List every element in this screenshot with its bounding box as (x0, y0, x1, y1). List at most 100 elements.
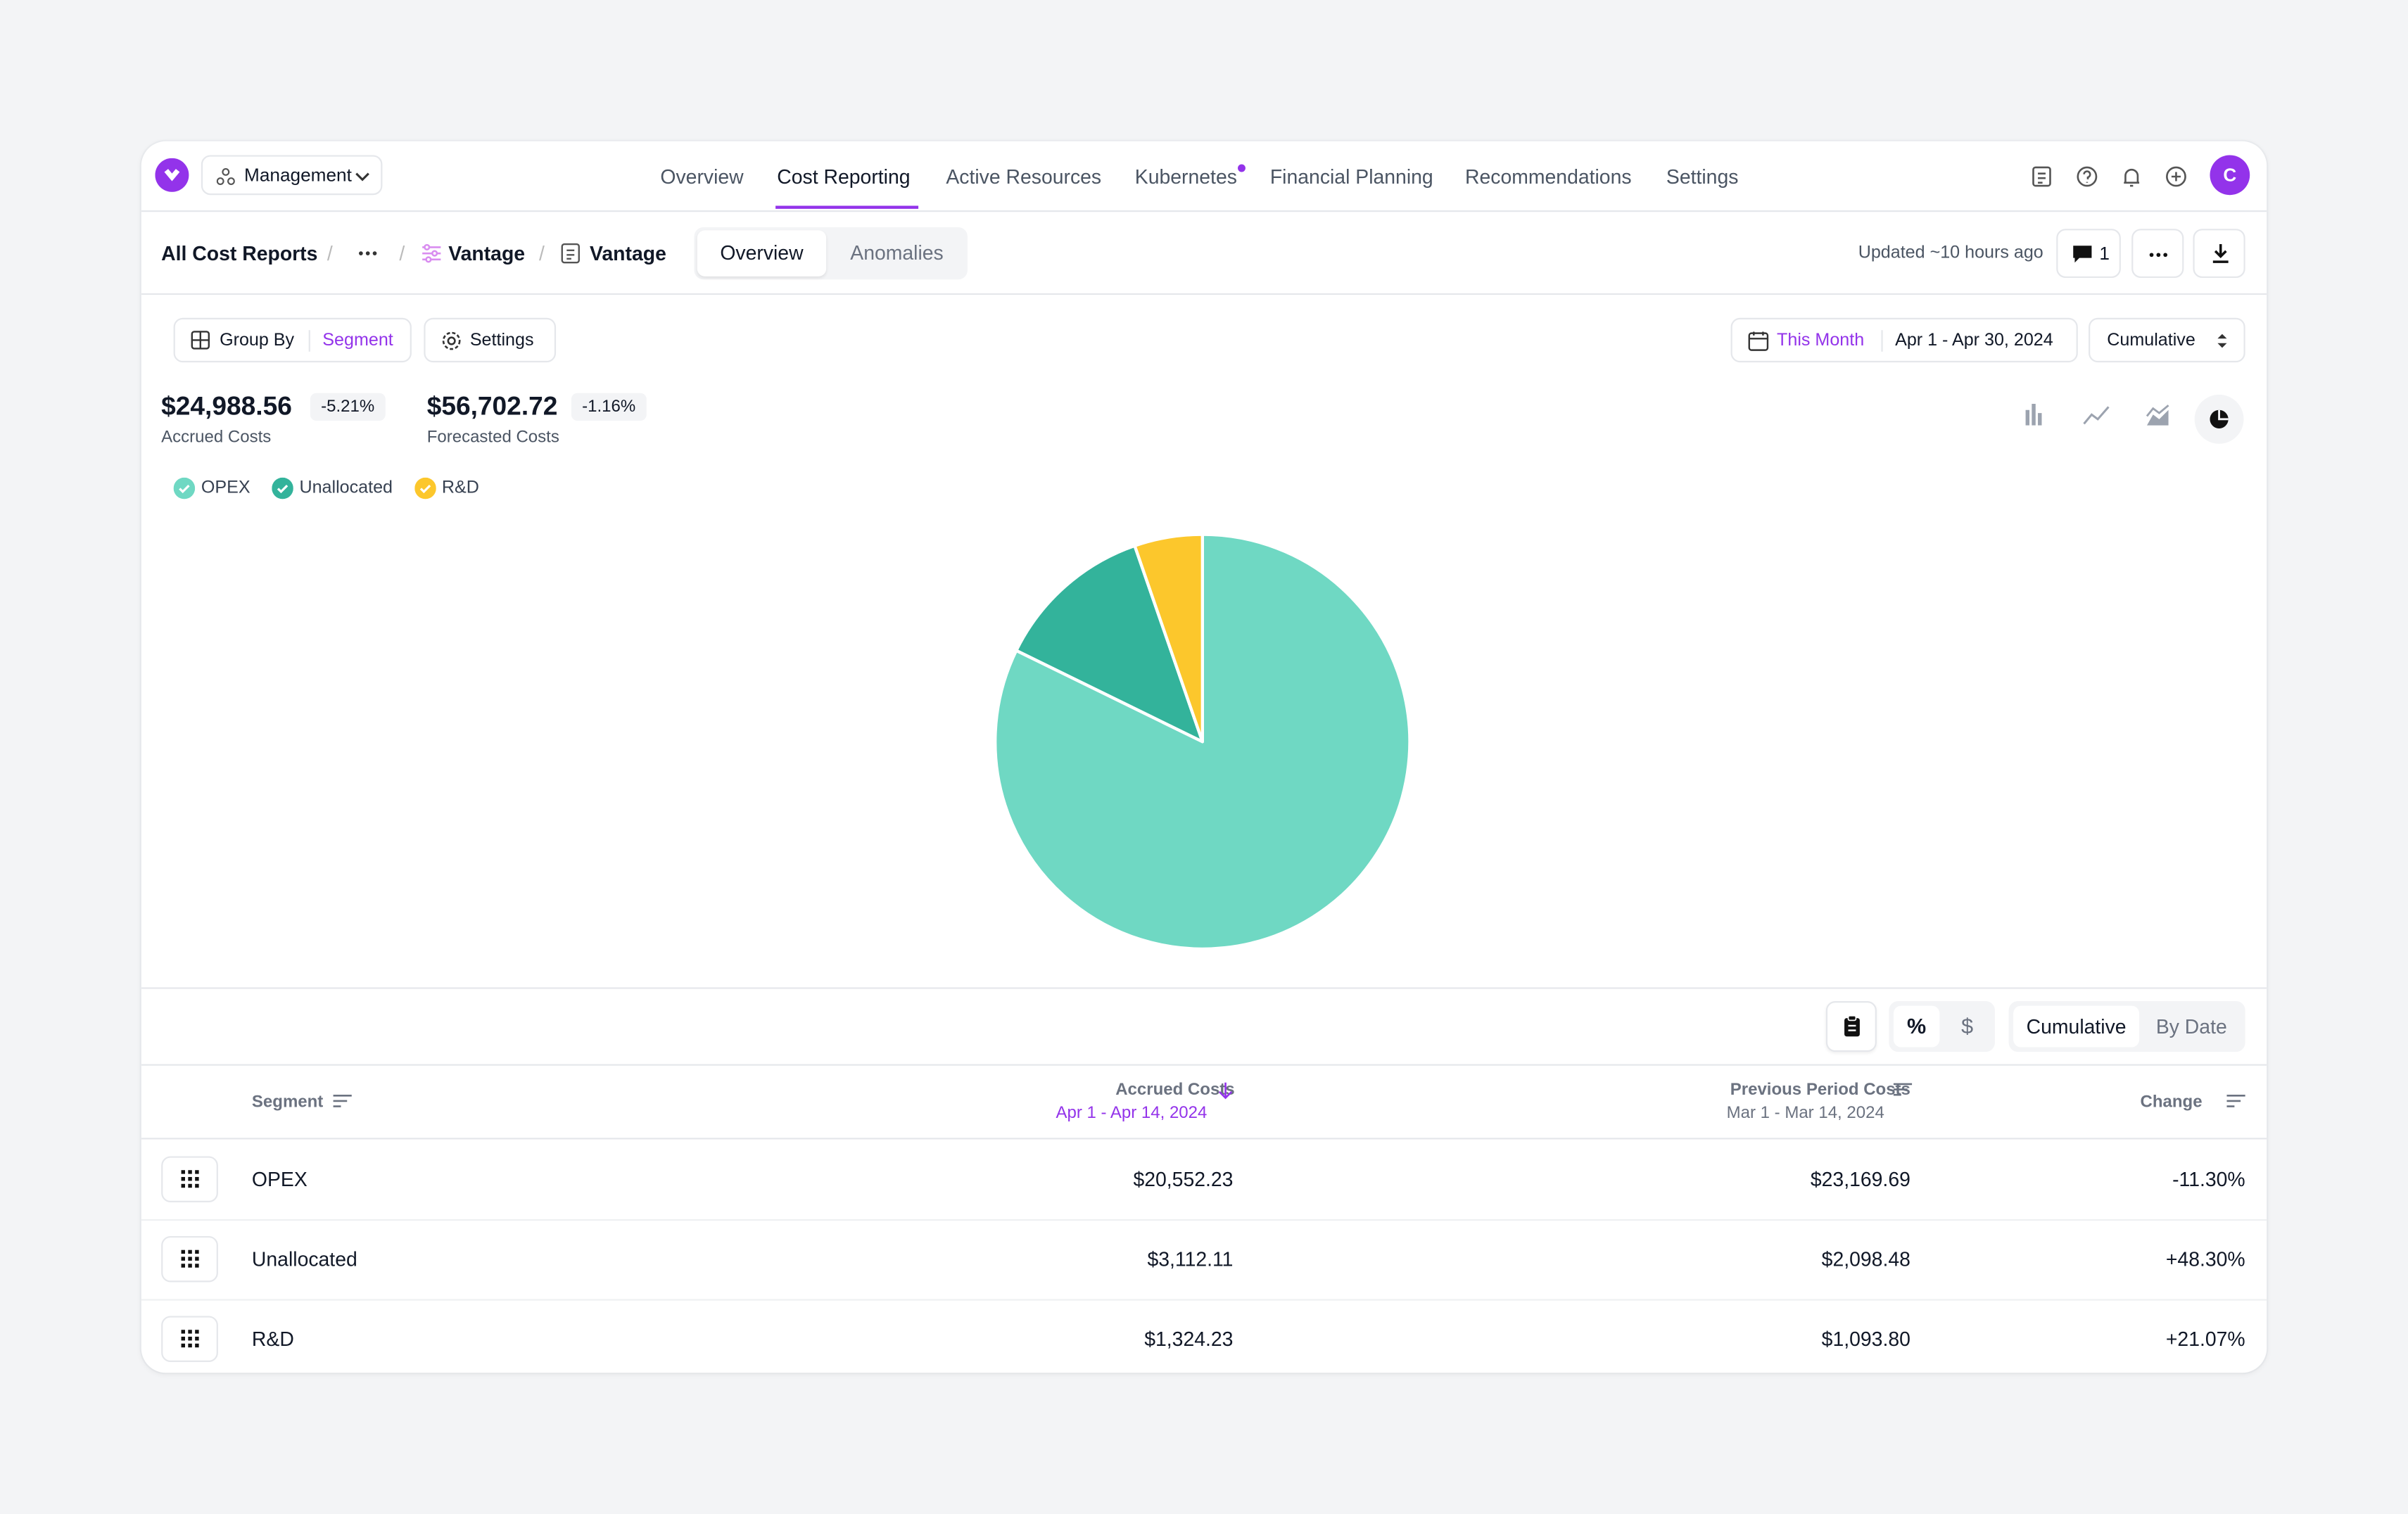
row-handle[interactable] (161, 1156, 218, 1202)
divider (141, 1138, 2267, 1139)
segment-cell: OPEX (252, 1168, 308, 1191)
grip-dot (182, 1264, 185, 1267)
accrued-cell: $1,324.23 (1144, 1328, 1233, 1351)
change-cell: +48.30% (2166, 1247, 2245, 1271)
nav-link[interactable]: Financial Planning (1270, 165, 1433, 189)
range-label: Apr 1 - Apr 30, 2024 (1895, 331, 2053, 350)
legend-label: Unallocated (299, 479, 393, 497)
nav-link-active[interactable]: Cost Reporting (777, 165, 910, 189)
percent-option[interactable]: % (1894, 1006, 1939, 1048)
pie-chart (141, 510, 2267, 971)
segment-cell: Unallocated (252, 1247, 357, 1271)
separator: / (539, 242, 545, 265)
row-handle[interactable] (161, 1236, 218, 1282)
accrued-cell: $3,112.11 (1147, 1247, 1233, 1271)
tab-active[interactable]: Overview (697, 230, 826, 276)
comment-icon (2072, 244, 2093, 264)
date-range-button[interactable]: This Month Apr 1 - Apr 30, 2024 (1731, 318, 2078, 362)
download-icon (2212, 243, 2230, 265)
grip-dot (182, 1170, 185, 1173)
grip-dot (188, 1170, 191, 1173)
divider (141, 293, 2267, 295)
grip-dot (195, 1344, 198, 1347)
summary-value: $24,988.56 (161, 392, 292, 423)
more-button[interactable] (2131, 229, 2184, 278)
mode-label: Cumulative (2107, 331, 2195, 350)
grip-dot (195, 1264, 198, 1267)
group-by-button[interactable]: Group By Segment (174, 318, 412, 362)
summary-change: -5.21% (310, 393, 386, 421)
cumulative-option[interactable]: Cumulative (2013, 1006, 2139, 1048)
segment-cell: R&D (252, 1328, 294, 1351)
grip-dot (195, 1170, 198, 1173)
grip-dot (188, 1184, 191, 1188)
summary-change: -1.16% (571, 393, 647, 421)
report-icon (561, 243, 581, 265)
copy-button[interactable] (1826, 1001, 1877, 1052)
legend-swatch (272, 478, 293, 500)
unit-toggle: % $ (1889, 1001, 1995, 1052)
grip-dot (195, 1184, 198, 1188)
grip-dot (182, 1177, 185, 1181)
divider (1881, 330, 1882, 352)
grip-dot (182, 1344, 185, 1347)
accrued-cell: $20,552.23 (1133, 1168, 1233, 1191)
nav-link[interactable]: Settings (1666, 165, 1739, 189)
updated-text: Updated ~10 hours ago (1858, 244, 2043, 262)
previous-cell: $2,098.48 (1822, 1247, 1910, 1271)
grip-dot (195, 1330, 198, 1333)
by-date-option[interactable]: By Date (2144, 1006, 2239, 1048)
separator: / (399, 242, 405, 265)
row-handle[interactable] (161, 1316, 218, 1361)
divider (309, 330, 310, 352)
gear-icon (441, 330, 462, 352)
new-dot (1238, 165, 1246, 172)
group-by-label: Group By (220, 331, 294, 350)
dollar-option[interactable]: $ (1944, 1006, 1990, 1048)
filter-icon (421, 243, 443, 265)
logo[interactable] (155, 158, 189, 192)
workspace-icon (217, 167, 235, 186)
workspace-select[interactable]: Management (201, 155, 383, 195)
avatar[interactable]: C (2210, 155, 2250, 195)
grip-dot (188, 1330, 191, 1333)
grip-dot (182, 1250, 185, 1254)
download-button[interactable] (2193, 229, 2245, 278)
view-toggle: Cumulative By Date (2009, 1001, 2245, 1052)
more-icon (2148, 252, 2168, 258)
active-underline (775, 205, 918, 208)
grip-dot (195, 1337, 198, 1340)
nav-link[interactable]: Recommendations (1465, 165, 1632, 189)
grip-dot (182, 1257, 185, 1260)
grip-icon (182, 1170, 200, 1188)
more-icon[interactable] (357, 250, 377, 257)
grip-dot (188, 1257, 191, 1260)
comments-button[interactable]: 1 (2056, 229, 2121, 278)
tab[interactable]: Anomalies (829, 230, 964, 276)
legend-check (174, 478, 196, 500)
breadcrumb[interactable]: Vantage (448, 242, 525, 265)
nav-link[interactable]: Kubernetes (1135, 165, 1237, 189)
legend-check (414, 478, 436, 500)
chart-type-switcher[interactable] (2012, 395, 2248, 447)
breadcrumb[interactable]: Vantage (590, 242, 666, 265)
nav-link[interactable]: Overview (660, 165, 743, 189)
breadcrumb[interactable]: All Cost Reports (161, 242, 317, 265)
grip-dot (182, 1330, 185, 1333)
grip-dot (195, 1250, 198, 1254)
mode-select[interactable]: Cumulative (2089, 318, 2245, 362)
header-icons[interactable] (2030, 165, 2236, 189)
tab-group: Overview Anomalies (694, 227, 967, 279)
divider (141, 210, 2267, 212)
legend-swatch (174, 478, 196, 500)
settings-button[interactable]: Settings (424, 318, 556, 362)
summary-label: Forecasted Costs (427, 428, 559, 447)
nav-link[interactable]: Active Resources (946, 165, 1101, 189)
grip-dot (188, 1337, 191, 1340)
settings-label: Settings (470, 331, 534, 350)
calendar-icon (1748, 330, 1770, 352)
select-arrows (2216, 331, 2228, 350)
sort-icons (141, 1079, 2267, 1110)
